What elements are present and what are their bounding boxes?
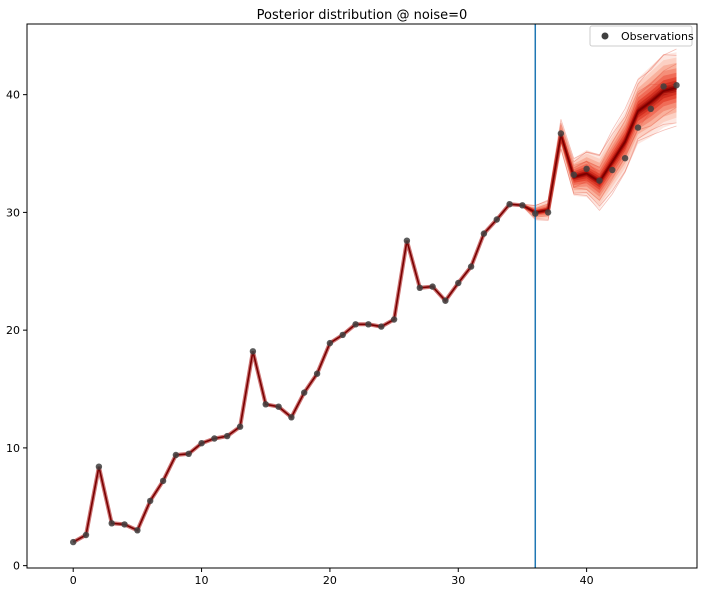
observation-point: [365, 321, 372, 328]
observation-point: [455, 279, 462, 287]
observation-point: [480, 230, 488, 237]
observation-point: [95, 463, 103, 470]
observation-point: [532, 210, 539, 217]
observation-point: [262, 401, 269, 408]
observation-point: [288, 414, 295, 421]
legend-box: [589, 25, 693, 47]
observation-point: [134, 527, 141, 534]
observation-point: [416, 284, 423, 291]
observation-point: [570, 171, 577, 178]
observation-point: [621, 155, 629, 162]
observation-point: [634, 124, 642, 131]
observation-point: [326, 339, 334, 347]
observation-point: [121, 521, 128, 528]
axes: 0 10 20 30 40 0 10 20 30 40: [6, 23, 698, 587]
observation-point: [442, 297, 449, 304]
chart-title: Posterior distribution @ noise=0: [257, 8, 468, 23]
observation-point: [403, 237, 411, 244]
observation-point: [506, 201, 513, 208]
observation-point: [108, 520, 115, 527]
observation-point: [519, 202, 526, 209]
observation-point: [583, 165, 590, 172]
posterior-sample-1: [522, 122, 677, 220]
observation-point: [378, 323, 385, 330]
y-tick-label: 30: [6, 206, 20, 219]
x-tick-label: 10: [195, 574, 209, 587]
x-tick-label: 40: [580, 574, 594, 587]
posterior-bands: [522, 48, 677, 221]
observation-point: [390, 316, 398, 323]
x-tick-label: 20: [323, 574, 337, 587]
legend-marker-observations: [601, 32, 609, 40]
observation-point: [596, 177, 603, 184]
observation-point: [352, 321, 359, 328]
observation-point: [236, 423, 244, 430]
observation-point: [557, 130, 565, 137]
posterior-sample-2: [522, 106, 677, 218]
plot-frame: [26, 23, 698, 569]
observation-point: [211, 435, 218, 442]
observation-point: [159, 477, 167, 485]
observation-point: [224, 432, 231, 440]
observation-point: [147, 497, 154, 505]
observation-point: [82, 531, 90, 539]
observation-point: [647, 105, 654, 113]
observation-point: [467, 263, 475, 270]
observation-point: [301, 389, 308, 396]
legend-label-observations: Observations: [621, 30, 694, 43]
x-tick-label: 0: [70, 574, 77, 587]
observation-point: [673, 82, 680, 89]
observation-point: [429, 283, 436, 290]
observation-point: [609, 166, 616, 174]
observation-point: [198, 440, 205, 447]
observation-point: [185, 450, 192, 457]
observation-point: [172, 451, 180, 459]
observation-point: [544, 209, 552, 216]
observation-point: [275, 403, 282, 410]
observation-point: [493, 216, 500, 223]
y-tick-label: 20: [6, 324, 20, 337]
observation-point: [339, 331, 346, 339]
posterior-sample-7: [522, 125, 677, 221]
observation-point: [70, 538, 77, 546]
x-tick-label: 30: [451, 574, 465, 587]
observation-point: [249, 348, 257, 355]
observation-point: [313, 370, 321, 377]
posterior-band-8: [522, 83, 677, 214]
observation-point: [660, 83, 667, 90]
y-tick-label: 0: [13, 560, 20, 573]
legend: Observations: [589, 25, 694, 47]
y-tick-label: 10: [6, 442, 20, 455]
y-tick-label: 40: [6, 89, 20, 102]
observation-points: [70, 82, 680, 546]
